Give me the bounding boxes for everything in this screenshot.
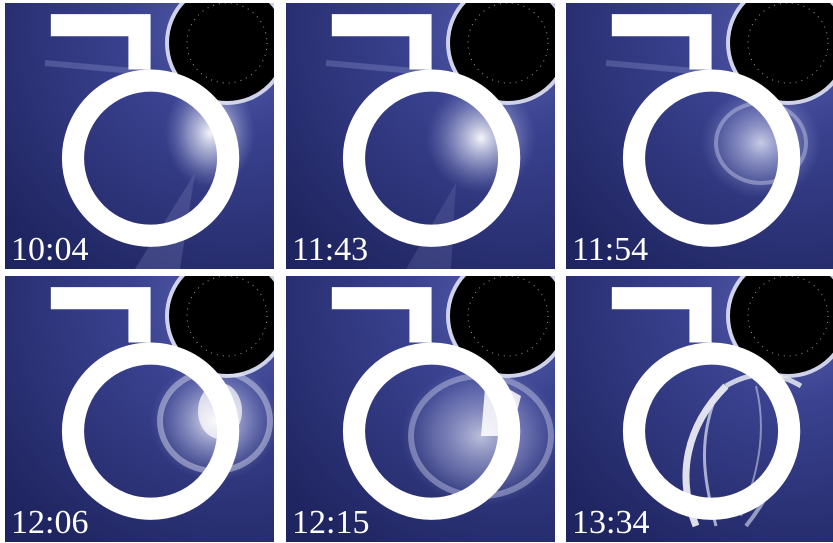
frame-6: 13:34 — [566, 276, 833, 542]
frame-2: 11:43 — [286, 3, 555, 269]
sun-symbol-icon — [331, 14, 521, 247]
sun-symbol-icon — [611, 287, 801, 520]
sun-symbol-icon — [611, 14, 801, 247]
frame-3: 11:54 — [566, 3, 833, 269]
frame-1: 10:04 — [5, 3, 274, 269]
timestamp-label: 12:15 — [292, 504, 370, 541]
sun-symbol-icon — [50, 287, 240, 520]
timestamp-label: 11:43 — [292, 231, 369, 268]
timestamp-label: 11:54 — [572, 231, 649, 268]
frame-4: 12:06 — [5, 276, 274, 542]
sun-symbol-icon — [50, 14, 240, 247]
sun-symbol-icon — [331, 287, 521, 520]
timestamp-label: 13:34 — [572, 504, 650, 541]
timestamp-label: 10:04 — [11, 231, 89, 268]
frame-5: 12:15 — [286, 276, 555, 542]
timestamp-label: 12:06 — [11, 504, 89, 541]
